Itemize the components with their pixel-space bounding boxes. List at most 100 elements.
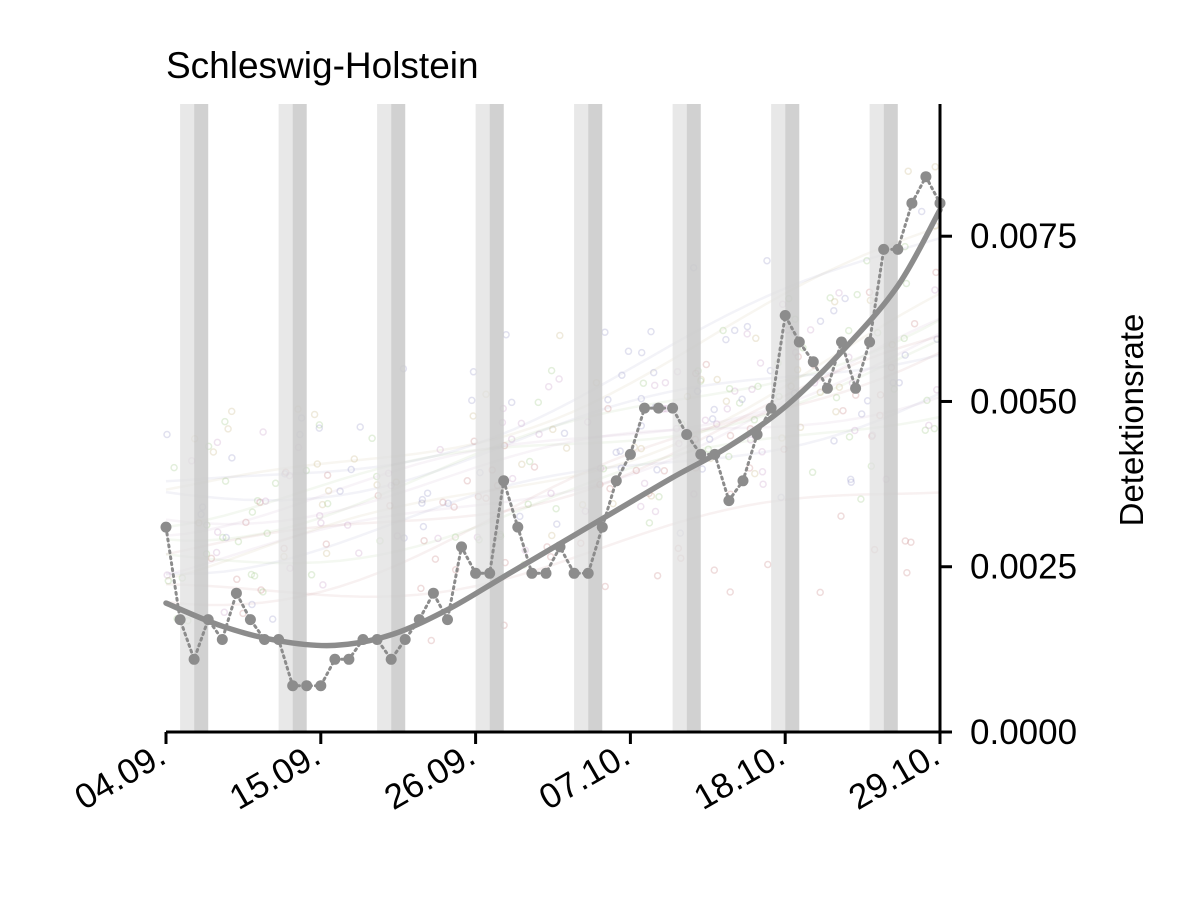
background-series-point [220, 608, 229, 617]
background-series-point [517, 419, 526, 428]
background-series-point [423, 489, 432, 497]
background-series-point [221, 417, 229, 426]
background-series-point [923, 396, 931, 405]
observed-point [906, 197, 918, 209]
x-tick-label: 26.09. [378, 735, 482, 817]
background-series-point [844, 326, 853, 335]
background-series-point [439, 498, 447, 507]
background-series-point [645, 519, 654, 527]
background-series-point [307, 571, 316, 579]
background-series-point [323, 471, 332, 479]
background-series-point [726, 431, 735, 440]
background-series-point [233, 575, 241, 584]
observed-point [526, 567, 538, 579]
background-series-point [560, 429, 569, 438]
weekend-band-sunday [194, 104, 209, 732]
background-series-point [839, 406, 847, 415]
x-tick-label: 15.09. [223, 735, 327, 817]
background-series-point [846, 475, 855, 484]
background-series-point [227, 407, 236, 416]
background-series-point [754, 382, 762, 391]
observed-point [723, 495, 735, 507]
background-series-point [535, 430, 543, 438]
background-series-point [904, 167, 912, 175]
background-series-point [516, 512, 524, 521]
background-series-point [427, 636, 436, 645]
background-series-point [228, 454, 236, 462]
background-series-point [764, 560, 772, 569]
x-tick-label: 18.10. [687, 735, 791, 817]
background-series-point [756, 359, 765, 367]
weekend-band-sunday [292, 104, 307, 732]
background-series-point [826, 294, 834, 302]
background-series-point [816, 388, 825, 397]
background-series-point [310, 410, 319, 419]
observed-point [793, 336, 805, 348]
background-series-point [725, 384, 734, 393]
background-series-point [847, 478, 855, 486]
background-series-point [651, 507, 660, 516]
y-tick-label: 0.0025 [970, 548, 1077, 587]
background-series-point [263, 529, 271, 538]
background-series-point [637, 444, 645, 453]
background-series-point [530, 463, 539, 471]
background-series-point [259, 428, 267, 436]
background-series-point [752, 334, 760, 343]
background-series-point [322, 549, 331, 558]
background-series-point [420, 536, 428, 545]
background-series-point [207, 554, 216, 563]
observed-point [442, 614, 453, 626]
background-series-point [547, 489, 555, 498]
observed-point [610, 475, 622, 487]
background-series-point [601, 582, 609, 591]
background-series-point [907, 538, 915, 546]
observed-point [624, 448, 636, 460]
background-series-point [247, 570, 256, 579]
background-series-point [525, 457, 534, 466]
background-series-point [508, 474, 517, 483]
background-series-point [830, 297, 839, 306]
background-series-point [835, 383, 844, 391]
background-series-point [256, 498, 264, 507]
background-series-point [616, 447, 624, 455]
background-series-point [463, 477, 472, 485]
background-series-point [738, 395, 746, 404]
background-series-point [655, 493, 663, 501]
background-series-point [350, 455, 359, 463]
background-series-point [261, 497, 270, 505]
background-series-point [507, 398, 516, 407]
background-series-point [317, 519, 325, 527]
background-series-point [725, 452, 733, 461]
background-series-point [451, 533, 460, 541]
background-series-point [713, 375, 721, 384]
background-series-point [722, 335, 730, 344]
background-series-point [660, 467, 669, 475]
background-series-point [209, 448, 218, 456]
background-series-point [224, 425, 232, 433]
background-series-point [735, 399, 744, 407]
background-series-point [604, 404, 612, 413]
background-series-point [910, 319, 919, 328]
observed-point [582, 567, 594, 579]
observed-point [484, 567, 496, 579]
background-series-point [637, 394, 646, 403]
background-series-point [250, 572, 259, 580]
weekend-band-sunday [489, 104, 504, 732]
background-series-point [213, 438, 222, 447]
background-series-point [618, 371, 626, 379]
background-series-point [451, 566, 460, 574]
background-series-point [601, 328, 609, 336]
observed-point [301, 680, 313, 692]
background-series-point [507, 435, 516, 443]
background-series-point [259, 588, 267, 596]
observed-point [315, 680, 327, 692]
background-series-point [851, 426, 859, 435]
background-series-point [746, 436, 755, 444]
observed-point [343, 653, 355, 665]
background-series-point [726, 588, 734, 596]
weekend-band-saturday [475, 104, 490, 732]
background-series-point [271, 479, 280, 488]
background-series-point [468, 396, 476, 405]
observed-point [399, 634, 411, 645]
